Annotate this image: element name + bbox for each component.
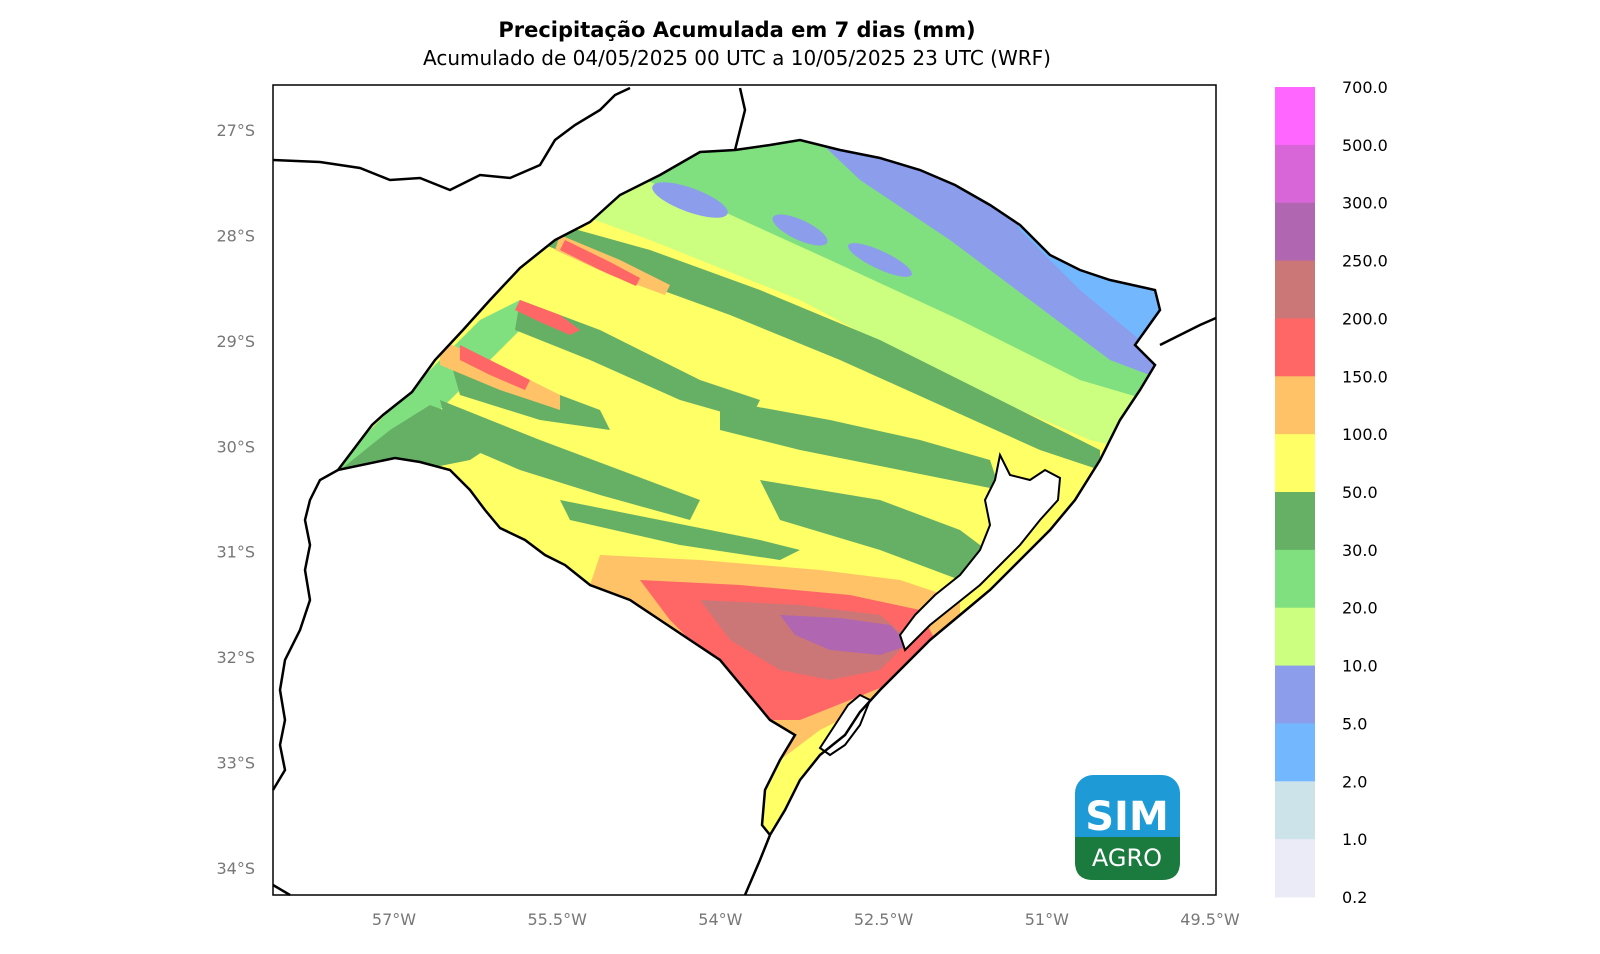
colorbar-segment (1275, 665, 1315, 724)
argentina-coast (272, 883, 291, 897)
colorbar: 700.0 500.0 300.0 250.0 200.0 150.0 100.0 50.0 3… (1275, 78, 1388, 907)
colorbar-label: 150.0 (1342, 367, 1388, 386)
colorbar-segment (1275, 318, 1315, 377)
latitude-tick-label: 32°S (216, 648, 255, 667)
colorbar-label: 1.0 (1342, 830, 1367, 849)
longitude-tick-label: 54°W (698, 910, 742, 929)
colorbar-label: 500.0 (1342, 136, 1388, 155)
colorbar-segment (1275, 87, 1315, 146)
colorbar-label: 2.0 (1342, 772, 1367, 791)
field-red-stripe (515, 300, 580, 335)
logo-text-sim: SIM (1085, 794, 1169, 840)
map-frame (272, 84, 1217, 896)
field-darkgreen-stripe (440, 400, 700, 520)
latitude-tick-label: 27°S (216, 121, 255, 140)
colorbar-label: 700.0 (1342, 78, 1388, 97)
latitude-tick-label: 31°S (216, 543, 255, 562)
colorbar-label: 250.0 (1342, 252, 1388, 271)
colorbar-segment (1275, 723, 1315, 782)
field-blue-patch (652, 182, 728, 218)
latitude-tick-label: 30°S (216, 437, 255, 456)
field-blue-patch (848, 243, 912, 277)
colorbar-label: 300.0 (1342, 194, 1388, 213)
longitude-tick-label: 51°W (1025, 910, 1069, 929)
colorbar-label: 10.0 (1342, 657, 1378, 676)
colorbar-segment (1275, 781, 1315, 840)
field-brownred-south (700, 600, 910, 680)
colorbar-segment (1275, 376, 1315, 435)
colorbar-segment (1275, 260, 1315, 319)
field-darkgreen-band (545, 225, 1100, 470)
argentina-paraguay-border (272, 86, 631, 192)
state-borders (271, 86, 1217, 897)
sc-west-border (733, 87, 747, 151)
latitude-ticks: 27°S 28°S 29°S 30°S 31°S 32°S 33°S 34°S (216, 121, 255, 878)
sc-coast (1159, 316, 1217, 347)
longitude-tick-label: 49.5°W (1180, 910, 1240, 929)
colorbar-segment (1275, 144, 1315, 204)
colorbar-segment (1275, 434, 1315, 493)
colorbar-label: 20.0 (1342, 599, 1378, 618)
uruguay-river-border (271, 468, 339, 791)
field-blue-patch (772, 214, 828, 246)
latitude-tick-label: 29°S (216, 332, 255, 351)
colorbar-segment (1275, 607, 1315, 667)
colorbar-label: 0.2 (1342, 888, 1367, 907)
longitude-tick-label: 55.5°W (527, 910, 587, 929)
lagoa-dos-patos (898, 451, 1062, 652)
field-darkgreen-stripe (720, 400, 1000, 490)
longitude-ticks: 57°W 55.5°W 54°W 52.5°W 51°W 49.5°W (372, 910, 1240, 929)
colorbar-label: 100.0 (1342, 425, 1388, 444)
field-red-stripe (560, 240, 640, 286)
map-title: Precipitação Acumulada em 7 dias (mm) (498, 18, 976, 42)
field-darkgreen-stripe (760, 480, 1000, 580)
colorbar-label: 50.0 (1342, 483, 1378, 502)
colorbar-segment (1275, 202, 1315, 262)
colorbar-label: 30.0 (1342, 541, 1378, 560)
field-lightgreen-west (338, 300, 520, 470)
field-red-stripe (460, 345, 530, 390)
logo-green-band (1075, 837, 1180, 880)
latitude-tick-label: 28°S (216, 226, 255, 245)
map-subtitle: Acumulado de 04/05/2025 00 UTC a 10/05/2… (423, 46, 1051, 70)
uruguay-coast (743, 834, 772, 896)
latitude-tick-label: 34°S (216, 859, 255, 878)
lagoa-mirim (818, 693, 872, 757)
simagro-logo: SIM AGRO (1075, 775, 1180, 880)
colorbar-segment (1275, 839, 1315, 898)
field-darkgreen-stripe (560, 500, 800, 560)
logo-text-agro: AGRO (1092, 844, 1162, 872)
colorbar-label: 200.0 (1342, 309, 1388, 328)
colorbar-segment (1275, 492, 1315, 551)
field-purple-core (780, 615, 910, 655)
longitude-tick-label: 57°W (372, 910, 416, 929)
latitude-tick-label: 33°S (216, 754, 255, 773)
colorbar-segment (1275, 549, 1315, 609)
longitude-tick-label: 52.5°W (854, 910, 914, 929)
colorbar-label: 5.0 (1342, 714, 1367, 733)
